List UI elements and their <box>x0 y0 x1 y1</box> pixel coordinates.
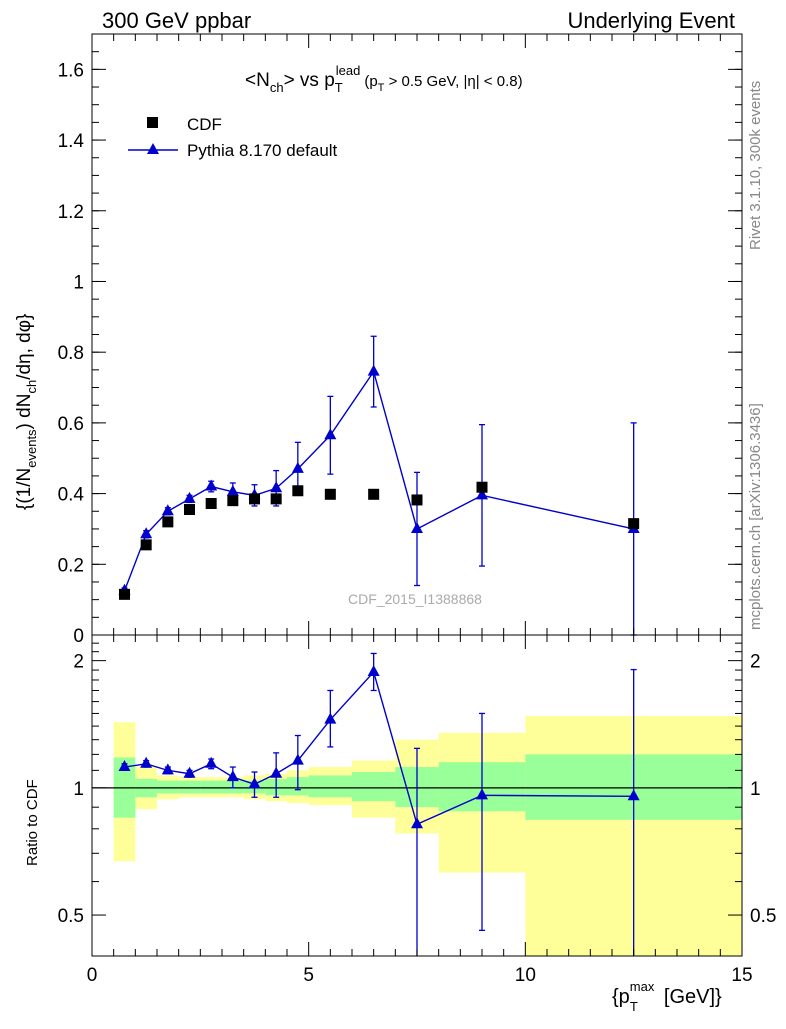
legend-marker-pythia <box>147 143 159 154</box>
cdf-point <box>119 588 130 600</box>
ratio-band-green <box>200 780 222 794</box>
cdf-point <box>140 539 152 551</box>
ratio-point <box>183 766 196 778</box>
ratio-point <box>291 753 304 765</box>
ratio-point <box>161 763 174 775</box>
ratio-ytick-label: 0.5 <box>58 906 84 927</box>
plot-title: <Nch> vs pTlead(pT > 0.5 GeV, |η| < 0.8) <box>245 63 523 95</box>
ratio-xtick-label: 10 <box>515 965 536 986</box>
ratio-ytick-label: 2 <box>73 652 84 673</box>
main-ytick-label: 1.4 <box>58 131 85 152</box>
pythia-point <box>367 364 380 376</box>
ratio-xtick-label: 5 <box>303 965 314 986</box>
ratio-plot-ticks: 0.5 0.5 1 1 2 2 0 5 10 15 <box>58 635 776 986</box>
legend: CDF Pythia 8.170 default <box>128 115 338 160</box>
pythia-point <box>183 491 196 503</box>
main-ytick-label: 1 <box>73 272 84 293</box>
legend-marker-cdf <box>147 117 158 128</box>
cdf-point <box>476 481 488 493</box>
analysis-watermark: CDF_2015_I1388868 <box>348 591 482 607</box>
ratio-point <box>248 777 261 789</box>
main-plot: 0 0.2 0.4 0.6 0.8 1 1.2 1.4 1.6 <Nch> vs pTlead(… <box>14 33 743 647</box>
pythia-point <box>291 461 304 473</box>
cdf-point <box>227 495 239 507</box>
cdf-point <box>162 516 174 528</box>
main-ytick-label: 1.2 <box>58 202 84 223</box>
ratio-point <box>367 665 380 677</box>
cdf-point <box>411 494 423 506</box>
main-ytick-label: 0.4 <box>58 485 85 506</box>
pythia-point <box>140 527 153 539</box>
cdf-point <box>368 488 380 500</box>
main-ytick-label: 0.2 <box>58 555 84 576</box>
cdf-point <box>292 485 304 497</box>
main-ytick-label: 1.6 <box>58 60 84 81</box>
cdf-point <box>628 518 640 530</box>
pythia-point <box>161 504 174 516</box>
ratio-plot: 0.5 0.5 1 1 2 2 0 5 10 15 Ratio to CDF {pTmax [Ge… <box>24 634 776 1014</box>
main-ytick-label: 0.6 <box>58 414 84 435</box>
cdf-point <box>205 497 217 509</box>
ratio-plot-data <box>118 652 640 956</box>
legend-label-pythia: Pythia 8.170 default <box>187 141 338 160</box>
cdf-point <box>249 493 260 505</box>
ratio-point <box>140 756 153 768</box>
mcplots-label: mcplots.cern.ch [arXiv:1306.3436] <box>747 403 764 630</box>
ratio-band-green <box>352 772 396 802</box>
pythia-point <box>476 488 488 500</box>
ratio-point <box>226 770 239 782</box>
ratio-point <box>118 760 131 772</box>
cdf-point <box>324 488 336 500</box>
ratio-point <box>411 817 423 829</box>
rivet-label: Rivet 3.1.10, 300k events <box>747 81 764 250</box>
pythia-point <box>205 479 218 491</box>
ratio-xtick-label: 0 <box>87 965 98 986</box>
main-ytick-label: 0.8 <box>58 343 84 364</box>
pythia-point <box>411 521 423 533</box>
ratio-ytick-label-right: 1 <box>750 779 761 800</box>
main-plot-ticks: 0 0.2 0.4 0.6 0.8 1 1.2 1.4 1.6 <box>58 34 743 647</box>
ratio-point <box>270 766 283 778</box>
ratio-band-green <box>308 775 352 798</box>
main-ylabel: {(1/Nevents) dNch/dη, dφ} <box>14 314 39 510</box>
ratio-xlabel: {pTmax [GeV]} <box>612 979 722 1014</box>
ratio-ytick-label: 1 <box>73 779 84 800</box>
pythia-point <box>270 481 283 493</box>
ratio-point <box>627 789 640 801</box>
main-ytick-label: 0 <box>73 626 84 647</box>
pythia-point <box>226 484 239 496</box>
ratio-point <box>476 788 488 800</box>
ratio-xtick-label: 15 <box>731 965 752 986</box>
legend-label-cdf: CDF <box>187 115 222 134</box>
ratio-ytick-label-right: 0.5 <box>750 906 776 927</box>
cdf-point <box>270 493 282 505</box>
ratio-ylabel: Ratio to CDF <box>24 779 41 866</box>
ratio-point <box>324 712 337 724</box>
ratio-band-green <box>178 780 201 794</box>
pythia-point <box>324 428 337 440</box>
pythia-line <box>123 369 634 592</box>
ratio-band-green <box>157 780 179 794</box>
ratio-point <box>205 756 218 768</box>
main-plot-data <box>118 335 640 636</box>
header-left: 300 GeV ppbar <box>102 8 251 33</box>
cdf-point <box>184 503 195 515</box>
ratio-ytick-label-right: 2 <box>750 652 761 673</box>
header-right: Underlying Event <box>567 8 735 33</box>
